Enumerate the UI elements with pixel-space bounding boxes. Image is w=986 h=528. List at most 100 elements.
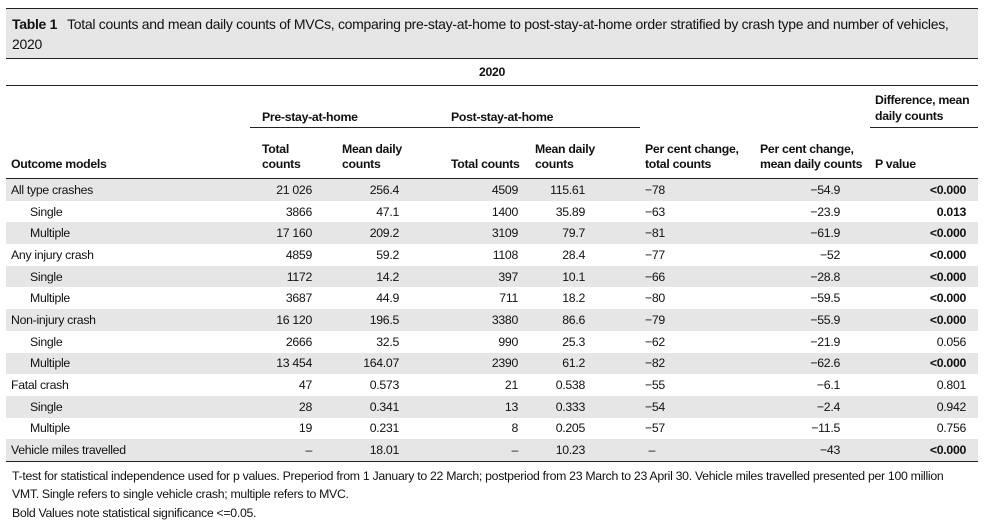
value-cell: −81 — [645, 226, 665, 241]
value-cell: 13 454 — [276, 356, 312, 371]
table-row: Non-injury crash 16 120 196.5 3380 86.6 −79 −5… — [6, 309, 979, 331]
note-bold: Bold Values note statistical significanc… — [12, 505, 257, 520]
column-header: P value — [870, 127, 979, 179]
value-cell: 18.01 — [369, 443, 400, 458]
value-cell: 256.4 — [369, 182, 400, 197]
row-label: All type crashes — [11, 182, 93, 197]
value-cell: −55.9 — [810, 312, 840, 327]
value-cell: 19 — [298, 421, 312, 436]
value-cell: 4859 — [285, 247, 312, 262]
value-cell: 0.573 — [369, 378, 400, 393]
row-label: Single — [30, 399, 63, 414]
row-label: Multiple — [30, 226, 70, 241]
value-cell: 196.5 — [369, 312, 400, 327]
value-cell: 1400 — [491, 204, 518, 219]
value-cell: −43 — [820, 443, 840, 458]
value-cell: 0.231 — [369, 421, 400, 436]
value-cell: −52 — [820, 247, 840, 262]
value-cell: 2390 — [491, 356, 518, 371]
column-header: Total counts — [250, 127, 318, 179]
row-label: Multiple — [30, 421, 70, 436]
column-header: Mean daily counts — [318, 127, 445, 179]
value-cell: −79 — [645, 312, 665, 327]
value-cell: 86.6 — [562, 312, 585, 327]
table-row: Multiple 19 0.231 8 0.205 −57 −11.5 0.756 — [6, 418, 978, 440]
p-value-cell: 0.056 — [936, 334, 967, 349]
value-cell: 13 — [504, 399, 518, 414]
value-cell: −6.1 — [816, 378, 840, 393]
value-cell: −61.9 — [810, 226, 840, 241]
table-notes: T-test for statistical independence used… — [6, 462, 978, 523]
value-cell: −66 — [645, 269, 665, 284]
column-header: Mean daily counts — [530, 127, 640, 179]
value-cell: 1172 — [286, 269, 313, 284]
value-cell: −21.9 — [810, 334, 840, 349]
row-label: Single — [30, 204, 63, 219]
value-cell: −62 — [645, 334, 665, 349]
row-label: Any injury crash — [11, 247, 94, 262]
value-cell: – — [305, 443, 312, 458]
column-header: Per cent change, mean daily counts — [755, 127, 870, 179]
p-value-cell: <0.000 — [929, 226, 967, 241]
value-cell: −2.4 — [816, 399, 840, 414]
table-row: Single 3866 47.1 1400 35.89 −63 −23.9 0.013 — [6, 201, 978, 223]
row-label: Single — [30, 334, 63, 349]
row-label: Fatal crash — [11, 378, 69, 393]
value-cell: 3866 — [285, 204, 312, 219]
pre-group-header: Pre-stay-at-home — [250, 85, 445, 128]
p-value-cell: <0.000 — [929, 356, 967, 371]
row-label: Non-injury crash — [11, 312, 96, 327]
table-row: Multiple 17 160 209.2 3109 79.7 −81 −61.9 <0.00… — [6, 222, 979, 245]
value-cell: 397 — [498, 269, 518, 284]
value-cell: 61.2 — [562, 356, 585, 371]
value-cell: −54 — [645, 399, 665, 414]
table-label: Table 1 — [12, 16, 58, 32]
row-label: Multiple — [30, 291, 70, 306]
column-header: Outcome models — [6, 127, 250, 179]
value-cell: 10.23 — [555, 443, 586, 458]
table-row: Single 2666 32.5 990 25.3 −62 −21.9 0.056 — [6, 331, 978, 353]
caption-text: Total counts and mean daily counts of MV… — [12, 16, 949, 52]
value-cell: 17 160 — [276, 226, 312, 241]
row-label: Vehicle miles travelled — [11, 443, 126, 458]
year-header: 2020 — [6, 59, 979, 86]
value-cell: 14.2 — [376, 269, 399, 284]
value-cell: 18.2 — [562, 291, 585, 306]
table-row: Any injury crash 4859 59.2 1108 28.4 −77 −52 <0… — [6, 244, 978, 266]
row-label: Multiple — [30, 356, 70, 371]
value-cell: 164.07 — [363, 356, 399, 371]
p-value-cell: <0.000 — [929, 443, 967, 458]
value-cell: – — [648, 443, 655, 458]
value-cell: 0.333 — [555, 399, 586, 414]
p-value-cell: 0.801 — [936, 378, 967, 393]
table-row: Fatal crash 47 0.573 21 0.538 −55 −6.1 0.801 — [6, 374, 978, 396]
value-cell: 59.2 — [376, 247, 399, 262]
table-row: Multiple 3687 44.9 711 18.2 −80 −59.5 <0.000 — [6, 287, 978, 309]
p-value-cell: <0.000 — [929, 269, 967, 284]
value-cell: 25.3 — [562, 334, 585, 349]
value-cell: −23.9 — [810, 204, 840, 219]
p-value-cell: 0.013 — [936, 204, 967, 219]
value-cell: 16 120 — [276, 312, 312, 327]
value-cell: −62.6 — [810, 356, 840, 371]
table-row: Single 1172 14.2 397 10.1 −66 −28.8 <0.000 — [6, 265, 979, 288]
value-cell: 711 — [499, 291, 518, 306]
table-figure: Table 1 Total counts and mean daily count… — [6, 8, 979, 523]
value-cell: −55 — [645, 378, 665, 393]
value-cell: 35.89 — [555, 204, 586, 219]
value-cell: 0.538 — [555, 378, 586, 393]
value-cell: 2666 — [285, 334, 312, 349]
value-cell: −78 — [645, 182, 665, 197]
value-cell: 990 — [498, 334, 518, 349]
value-cell: 28.4 — [562, 247, 585, 262]
value-cell: −82 — [645, 356, 665, 371]
value-cell: 44.9 — [376, 291, 399, 306]
value-cell: 3380 — [491, 312, 518, 327]
value-cell: 21 026 — [276, 182, 312, 197]
note-methods: T-test for statistical independence used… — [12, 468, 944, 502]
value-cell: 209.2 — [369, 226, 400, 241]
value-cell: −77 — [645, 247, 665, 262]
value-cell: −28.8 — [810, 269, 840, 284]
value-cell: 1108 — [492, 247, 519, 262]
value-cell: 47 — [298, 378, 312, 393]
